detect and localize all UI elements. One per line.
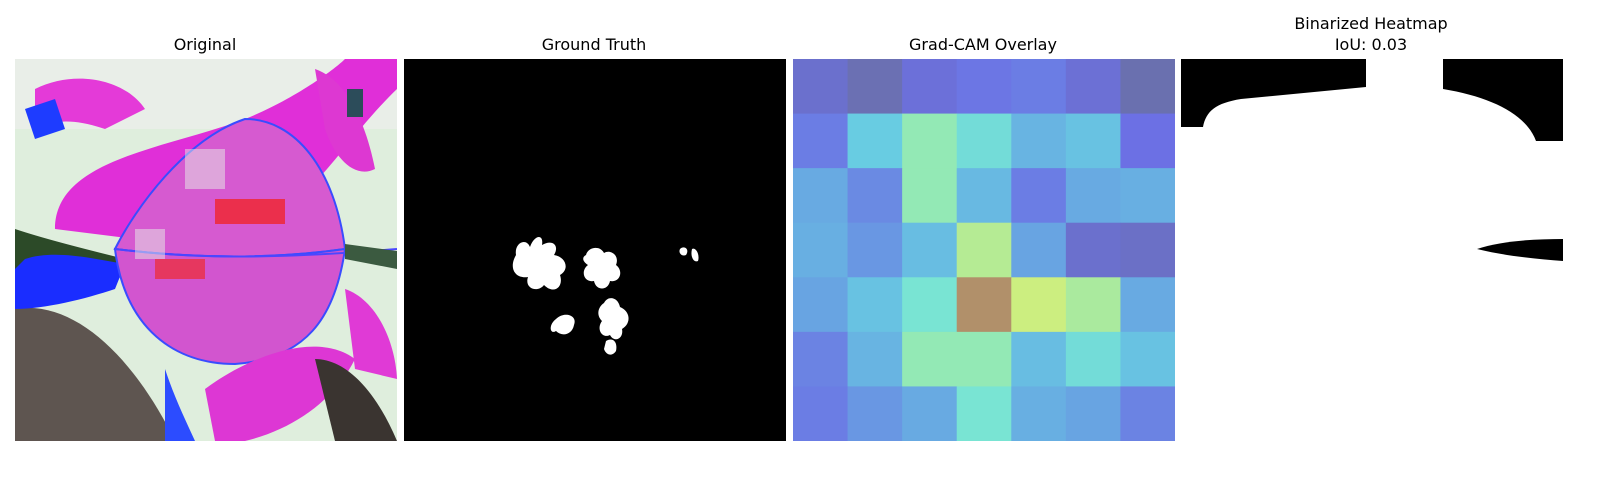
heatmap-cell	[1011, 222, 1067, 278]
heatmap-cell	[902, 59, 958, 115]
binarized-title: Binarized Heatmap IoU: 0.03	[1181, 13, 1561, 55]
mask-blob	[512, 236, 566, 290]
heatmap-cell	[847, 277, 903, 333]
mask-blob	[583, 247, 621, 289]
heatmap-cell	[902, 113, 958, 169]
heatmap-cell	[793, 222, 849, 278]
heatmap-cell	[1120, 113, 1175, 169]
heatmap-cell	[1065, 59, 1121, 115]
heatmap-cell	[1011, 277, 1067, 333]
heatmap-cell	[1011, 331, 1067, 387]
heatmap-cell	[1120, 386, 1175, 441]
heatmap-cell	[1011, 386, 1067, 441]
heatmap-cell	[902, 386, 958, 441]
original-title: Original	[173, 35, 237, 54]
binarized-heatmap	[1181, 59, 1563, 441]
heatmap-cell	[1120, 222, 1175, 278]
iou-label: IoU: 0.03	[1334, 35, 1408, 54]
heatmap-cell	[793, 59, 849, 115]
heatmap-cell	[1065, 113, 1121, 169]
mask-blob	[604, 339, 617, 355]
heatmap-cell	[793, 168, 849, 224]
heatmap-cell	[793, 277, 849, 333]
gradcam-title: Grad-CAM Overlay	[909, 35, 1057, 54]
mask-blob	[691, 248, 699, 262]
heatmap-cell	[1065, 222, 1121, 278]
ground-truth-title: Ground Truth	[541, 35, 647, 54]
heatmap-cell	[902, 222, 958, 278]
gradcam-overlay	[793, 59, 1175, 441]
heatmap-cell	[956, 277, 1012, 333]
heatmap-cell	[1065, 386, 1121, 441]
heatmap-cell	[793, 331, 849, 387]
heatmap-cell	[1065, 277, 1121, 333]
heatmap-cell	[847, 113, 903, 169]
binarized-region	[1181, 59, 1366, 127]
heatmap-cell	[793, 113, 849, 169]
binarized-heatmap-svg	[1181, 59, 1563, 441]
gradcam-heatmap	[793, 59, 1175, 441]
heatmap-cell	[1120, 331, 1175, 387]
ground-truth-svg	[404, 59, 786, 441]
heatmap-cell	[956, 386, 1012, 441]
heatmap-cell	[956, 168, 1012, 224]
heatmap-cell	[956, 59, 1012, 115]
mask-blob	[598, 298, 629, 340]
heatmap-cell	[847, 59, 903, 115]
heatmap-cell	[902, 331, 958, 387]
heatmap-cell	[1011, 168, 1067, 224]
heatmap-cell	[847, 168, 903, 224]
heatmap-cell	[793, 386, 849, 441]
heatmap-cell	[847, 331, 903, 387]
heatmap-cell	[1011, 59, 1067, 115]
heatmap-cell	[847, 222, 903, 278]
heatmap-cell	[902, 277, 958, 333]
heatmap-cell	[956, 222, 1012, 278]
mask-blob	[550, 314, 575, 335]
binarized-region	[1477, 239, 1563, 261]
heatmap-cell	[1065, 331, 1121, 387]
heatmap-cell	[1011, 113, 1067, 169]
heatmap-cell	[902, 168, 958, 224]
heatmap-cell	[956, 113, 1012, 169]
original-image-svg	[15, 59, 397, 441]
heatmap-cell	[956, 331, 1012, 387]
heatmap-cell	[1120, 277, 1175, 333]
binarized-region	[1443, 59, 1563, 141]
binarized-title-text: Binarized Heatmap	[1294, 14, 1448, 33]
heatmap-cell	[1120, 59, 1175, 115]
dark-ground	[15, 307, 175, 441]
heatmap-cell	[847, 386, 903, 441]
original-image	[15, 59, 397, 441]
heatmap-cell	[1065, 168, 1121, 224]
ground-truth-mask	[404, 59, 786, 441]
mask-blob	[679, 247, 688, 256]
heatmap-cell	[1120, 168, 1175, 224]
